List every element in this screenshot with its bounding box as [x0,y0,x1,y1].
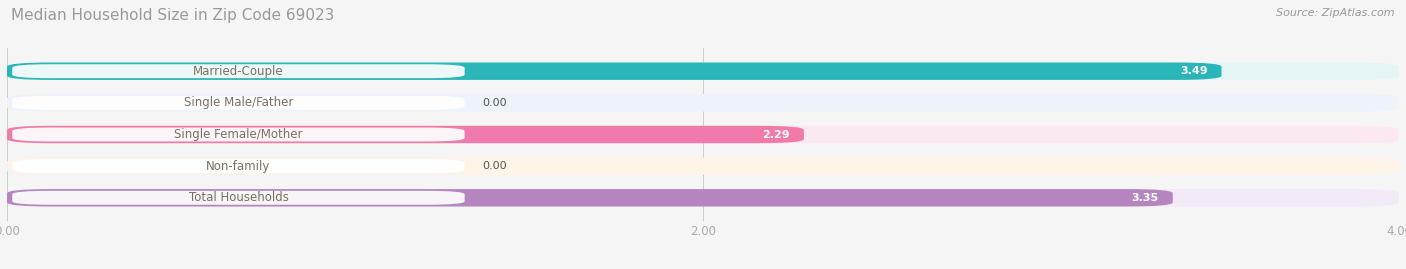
FancyBboxPatch shape [7,189,1173,207]
Text: 2.29: 2.29 [762,129,790,140]
FancyBboxPatch shape [13,159,464,173]
Text: Married-Couple: Married-Couple [193,65,284,78]
Text: 0.00: 0.00 [482,98,506,108]
Text: 3.49: 3.49 [1180,66,1208,76]
Text: 3.35: 3.35 [1132,193,1159,203]
FancyBboxPatch shape [13,191,464,205]
FancyBboxPatch shape [7,94,1399,112]
FancyBboxPatch shape [7,126,1399,143]
FancyBboxPatch shape [13,96,464,110]
FancyBboxPatch shape [7,62,1399,80]
Text: Median Household Size in Zip Code 69023: Median Household Size in Zip Code 69023 [11,8,335,23]
FancyBboxPatch shape [7,157,1399,175]
Text: Source: ZipAtlas.com: Source: ZipAtlas.com [1277,8,1395,18]
Text: Single Male/Father: Single Male/Father [184,96,292,109]
Text: 0.00: 0.00 [482,161,506,171]
FancyBboxPatch shape [13,64,464,78]
FancyBboxPatch shape [7,126,804,143]
FancyBboxPatch shape [13,128,464,141]
Text: Single Female/Mother: Single Female/Mother [174,128,302,141]
FancyBboxPatch shape [7,189,1399,207]
Text: Total Households: Total Households [188,191,288,204]
Text: Non-family: Non-family [207,160,270,173]
FancyBboxPatch shape [7,62,1222,80]
